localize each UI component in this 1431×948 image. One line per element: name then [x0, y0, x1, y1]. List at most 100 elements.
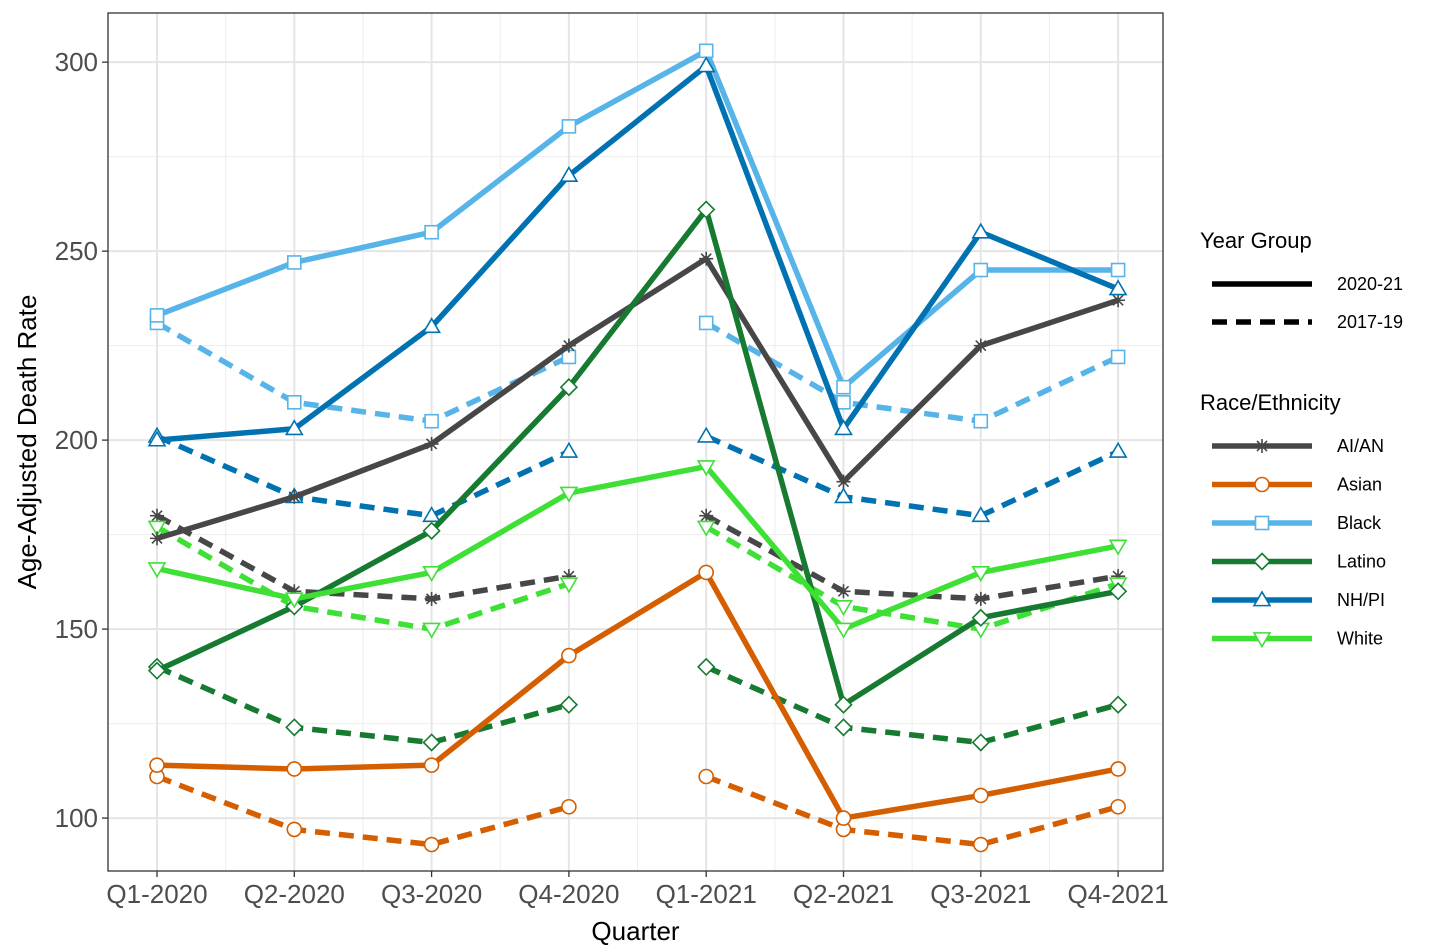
data-point-nh-pi-2020-21 [284, 419, 304, 436]
data-point-ai-an-2017-19 [699, 508, 714, 523]
data-point-nh-pi-2017-19 [696, 426, 716, 443]
data-point-latino-2020-21 [147, 661, 167, 680]
plot-panel [108, 13, 1163, 871]
data-point-nh-pi-2020-21 [147, 430, 167, 447]
series-line-asian-2020-21 [156, 569, 1119, 821]
data-point-nh-pi-2020-21 [696, 56, 716, 73]
series-asian-2017-19 [149, 768, 1126, 853]
data-point-latino-2017-19 [285, 718, 304, 737]
data-point-black-2017-19 [836, 395, 851, 410]
series-line-nh-pi-2020-21 [156, 63, 1120, 443]
series-line-black-2017-19 [155, 320, 571, 425]
data-point-black-2020-21 [836, 379, 851, 395]
y-tick-label: 250 [55, 236, 98, 266]
x-tick-label: Q3-2021 [930, 879, 1031, 909]
data-point-asian-2020-21 [423, 757, 440, 773]
data-point-ai-an-2020-21 [561, 338, 576, 353]
series-white-2020-21 [147, 460, 1128, 639]
legend-label-nh-pi: NH/PI [1337, 590, 1385, 610]
legend-label-black: Black [1337, 513, 1382, 533]
series-asian-2020-21 [149, 564, 1126, 826]
data-point-white-2017-19 [834, 599, 853, 617]
data-point-ai-an-2020-21 [150, 531, 164, 546]
data-point-white-2020-21 [834, 622, 853, 639]
data-point-black-2017-19 [698, 315, 714, 331]
data-point-ai-an-2020-21 [287, 489, 302, 504]
series-line-asian-2017-19 [705, 773, 1119, 848]
data-point-black-2020-21 [149, 308, 165, 323]
legend-marker-nh-pi [1252, 590, 1272, 607]
data-point-white-2017-19 [559, 577, 579, 594]
data-point-black-2017-19 [424, 413, 439, 429]
x-tick-label: Q3-2020 [381, 879, 482, 909]
data-point-latino-2020-21 [1108, 582, 1128, 601]
series-line-asian-2017-19 [156, 773, 570, 848]
legend-title-race-ethnicity: Race/Ethnicity [1200, 390, 1341, 415]
x-tick-label: Q1-2021 [656, 879, 757, 909]
data-point-ai-an-2017-19 [561, 569, 576, 584]
data-point-black-2020-21 [973, 262, 989, 278]
data-point-ai-an-2017-19 [424, 591, 439, 606]
data-point-nh-pi-2020-21 [834, 419, 853, 436]
legend-marker-white [1252, 632, 1272, 649]
series-line-white-2017-19 [155, 524, 570, 632]
data-point-asian-2020-21 [835, 810, 852, 826]
data-point-asian-2020-21 [1110, 761, 1126, 777]
x-tick-label: Q4-2021 [1068, 879, 1169, 909]
data-point-asian-2020-21 [149, 757, 165, 773]
data-point-asian-2020-21 [561, 647, 577, 664]
series-line-white-2020-21 [156, 463, 1119, 632]
data-point-nh-pi-2020-21 [559, 165, 579, 182]
data-point-white-2020-21 [1108, 539, 1128, 556]
series-line-black-2020-21 [156, 48, 1119, 390]
legend-label-2017-19: 2017-19 [1337, 312, 1403, 332]
data-point-asian-2020-21 [286, 761, 303, 777]
data-point-latino-2020-21 [422, 521, 441, 540]
data-point-ai-an-2017-19 [836, 584, 851, 599]
legend-label-latino: Latino [1337, 552, 1386, 572]
series-black-2020-21 [149, 43, 1126, 395]
data-point-white-2017-19 [147, 520, 167, 537]
legend-label-ai-an: AI/AN [1337, 436, 1384, 456]
data-point-nh-pi-2020-21 [1108, 279, 1128, 296]
data-point-latino-2017-19 [971, 733, 990, 752]
data-point-nh-pi-2017-19 [834, 487, 853, 504]
legend: Year Group 2020-21 2017-19 Race/Ethnicity… [1200, 228, 1403, 649]
data-point-latino-2017-19 [834, 718, 853, 737]
data-point-ai-an-2020-21 [836, 474, 851, 489]
data-point-latino-2020-21 [971, 608, 990, 627]
data-point-ai-an-2017-19 [150, 508, 164, 523]
data-point-ai-an-2020-21 [1111, 293, 1126, 308]
legend-label-white: White [1337, 629, 1383, 649]
data-point-latino-2017-19 [1108, 695, 1128, 714]
data-point-latino-2020-21 [697, 200, 716, 219]
data-point-white-2020-21 [696, 460, 716, 477]
y-axis-title: Age-Adjusted Death Rate [12, 295, 42, 590]
data-point-nh-pi-2017-19 [971, 506, 991, 523]
data-point-white-2017-19 [696, 520, 716, 537]
data-point-white-2020-21 [284, 592, 304, 609]
data-point-black-2020-21 [286, 255, 302, 270]
data-point-asian-2017-19 [561, 798, 577, 815]
data-point-black-2017-19 [1110, 349, 1126, 365]
data-point-ai-an-2017-19 [287, 584, 302, 599]
series-line-ai-an-2017-19 [704, 513, 1119, 602]
series-line-nh-pi-2017-19 [155, 433, 571, 519]
data-point-nh-pi-2020-21 [971, 222, 991, 239]
data-point-ai-an-2017-19 [1111, 569, 1126, 584]
plot-border [107, 12, 1164, 872]
x-tick-label: Q4-2020 [518, 879, 619, 909]
series-line-ai-an-2017-19 [155, 513, 570, 602]
data-point-asian-2017-19 [972, 836, 989, 853]
data-point-black-2017-19 [286, 395, 302, 410]
x-tick-label: Q1-2020 [106, 879, 207, 909]
data-point-latino-2020-21 [559, 378, 579, 397]
data-point-white-2020-21 [422, 565, 441, 583]
data-point-ai-an-2017-19 [973, 591, 988, 606]
data-point-nh-pi-2017-19 [559, 441, 579, 458]
data-point-white-2020-21 [971, 565, 991, 583]
data-point-asian-2017-19 [286, 821, 303, 838]
legend-marker-latino [1252, 552, 1272, 571]
data-point-black-2020-21 [698, 43, 714, 59]
